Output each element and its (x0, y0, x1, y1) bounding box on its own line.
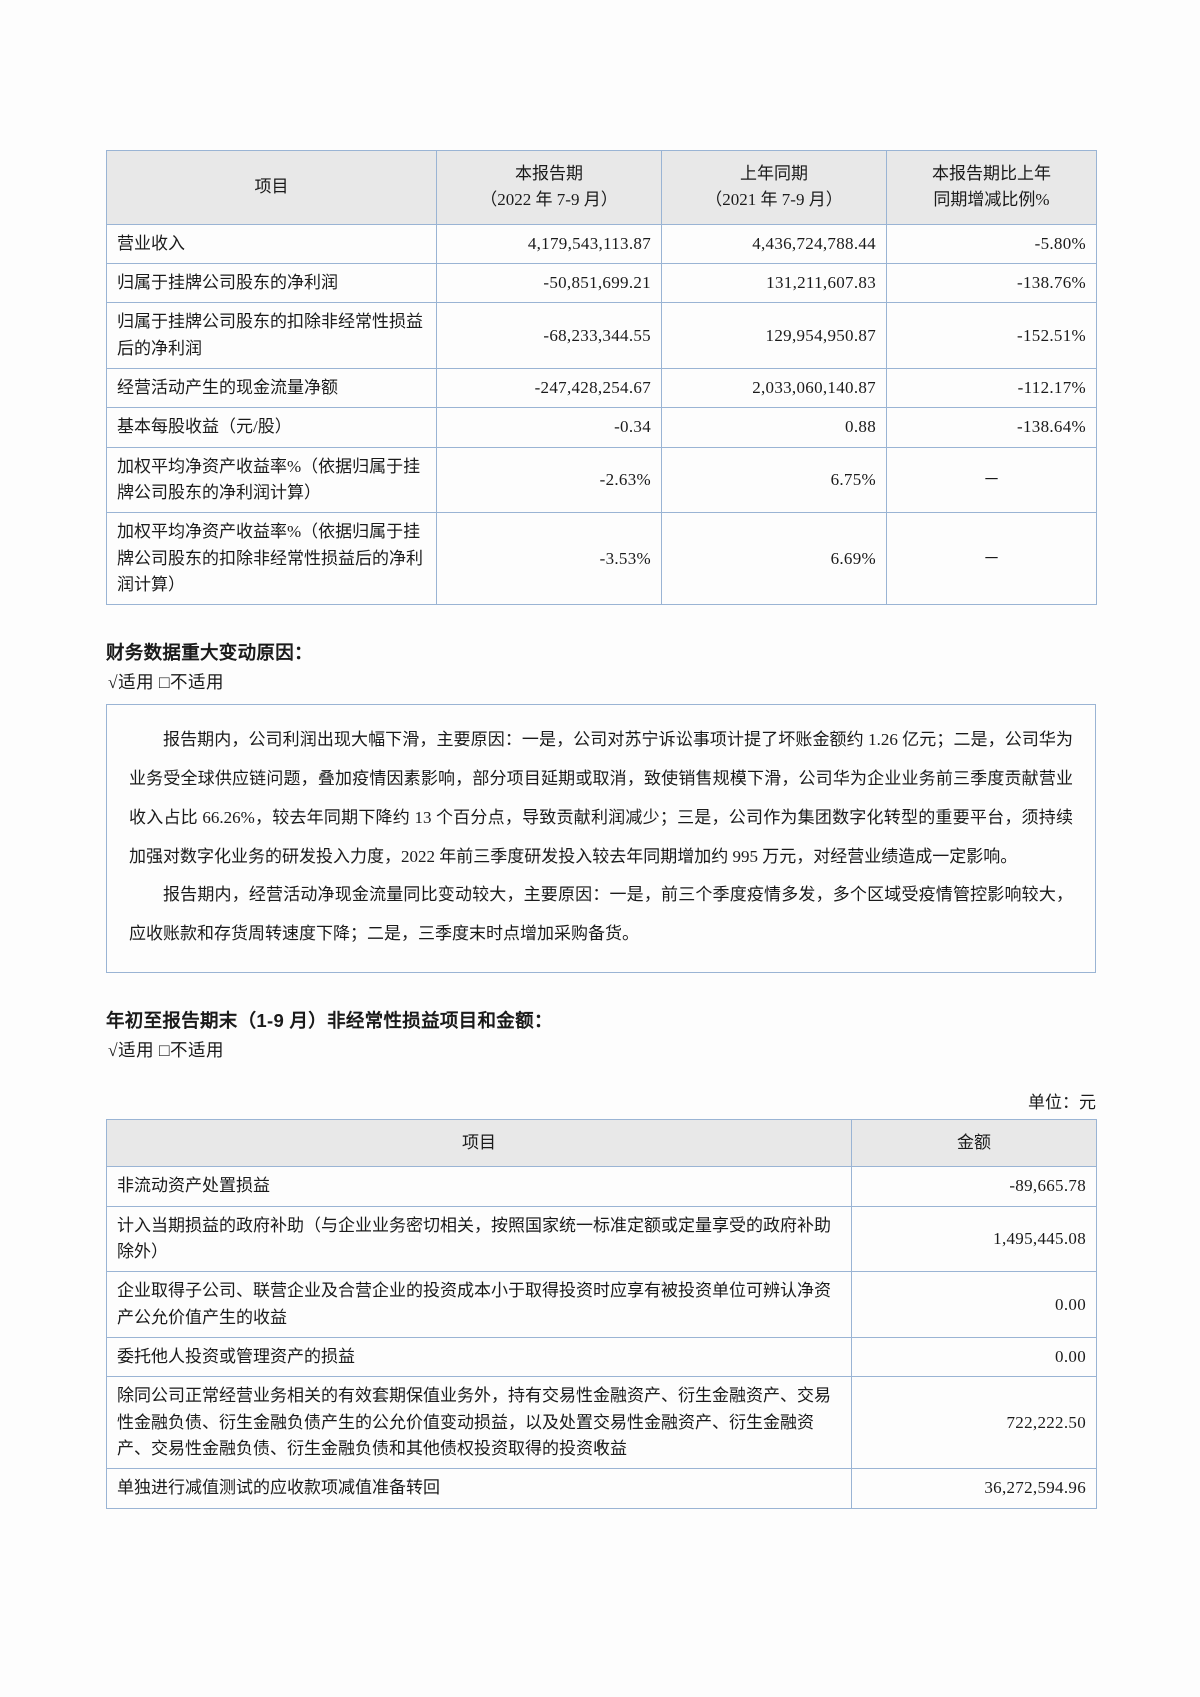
change-line1: 本报告期比上年 (932, 164, 1051, 183)
column-header-item: 项目 (106, 1118, 852, 1168)
quarterly-table-header: 项目 本报告期 （2022 年 7-9 月） 上年同期 （2021 年 7-9 … (106, 150, 1097, 225)
table-row: 归属于挂牌公司股东的净利润 -50,851,699.21 131,211,607… (106, 263, 1097, 304)
row-item-label: 经营活动产生的现金流量净额 (106, 368, 437, 409)
row-amount-value: 36,272,594.96 (851, 1468, 1097, 1509)
current-period-line1: 本报告期 (515, 164, 583, 183)
nonrecurring-items-table: 项目 金额 非流动资产处置损益 -89,665.78 计入当期损益的政府补助（与… (106, 1118, 1097, 1509)
row-item-label: 计入当期损益的政府补助（与企业业务密切相关，按照国家统一标准定额或定量享受的政府… (106, 1205, 852, 1273)
applicability-line-nonrecurring: √适用 □不适用 (108, 1039, 225, 1060)
row-current-value: -0.34 (436, 407, 662, 448)
row-item-label: 归属于挂牌公司股东的净利润 (106, 263, 437, 304)
nonrecurring-table-body: 非流动资产处置损益 -89,665.78 计入当期损益的政府补助（与企业业务密切… (106, 1166, 1097, 1509)
column-header-current-period: 本报告期 （2022 年 7-9 月） (436, 150, 662, 225)
table-row: 单独进行减值测试的应收款项减值准备转回 36,272,594.96 (106, 1468, 1097, 1509)
page-content: 项目 本报告期 （2022 年 7-9 月） 上年同期 （2021 年 7-9 … (106, 150, 1097, 1509)
row-item-label: 除同公司正常经营业务相关的有效套期保值业务外，持有交易性金融资产、衍生金融资产、… (106, 1376, 852, 1470)
row-item-label: 企业取得子公司、联营企业及合营企业的投资成本小于取得投资时应享有被投资单位可辨认… (106, 1271, 852, 1339)
row-amount-value: 0.00 (851, 1337, 1097, 1378)
section-heading-financial-change-reason: 财务数据重大变动原因： (106, 642, 313, 664)
row-prior-value: 129,954,950.87 (661, 302, 887, 370)
row-item-label: 委托他人投资或管理资产的损益 (106, 1337, 852, 1378)
row-item-label: 加权平均净资产收益率%（依据归属于挂牌公司股东的净利润计算） (106, 446, 437, 514)
column-header-change: 本报告期比上年 同期增减比例% (886, 150, 1097, 225)
row-change-value: -5.80% (886, 223, 1097, 265)
prior-period-line1: 上年同期 (740, 164, 808, 183)
nonrecurring-table-header: 项目 金额 (106, 1118, 1097, 1168)
row-prior-value: 6.75% (661, 446, 887, 514)
table-row: 计入当期损益的政府补助（与企业业务密切相关，按照国家统一标准定额或定量享受的政府… (106, 1205, 1097, 1273)
row-amount-value: -89,665.78 (851, 1166, 1097, 1207)
table-row: 营业收入 4,179,543,113.87 4,436,724,788.44 -… (106, 223, 1097, 265)
row-change-value: － (886, 446, 1097, 514)
prior-period-line2: （2021 年 7-9 月） (705, 190, 843, 210)
table-header-row: 项目 本报告期 （2022 年 7-9 月） 上年同期 （2021 年 7-9 … (106, 150, 1097, 225)
row-current-value: -3.53% (436, 512, 662, 606)
table-row: 归属于挂牌公司股东的扣除非经常性损益后的净利润 -68,233,344.55 1… (106, 302, 1097, 370)
section-heading-nonrecurring: 年初至报告期末（1-9 月）非经常性损益项目和金额： (106, 1009, 553, 1031)
row-item-label: 营业收入 (106, 223, 437, 265)
row-item-label: 基本每股收益（元/股） (106, 407, 437, 448)
row-amount-value: 1,495,445.08 (851, 1205, 1097, 1273)
row-change-value: -138.76% (886, 263, 1097, 304)
note-paragraph-cashflow: 报告期内，经营活动净现金流量同比变动较大，主要原因：一是，前三个季度疫情多发，多… (129, 885, 1073, 944)
table-row: 非流动资产处置损益 -89,665.78 (106, 1166, 1097, 1207)
row-change-value: － (886, 512, 1097, 606)
table-row: 基本每股收益（元/股） -0.34 0.88 -138.64% (106, 407, 1097, 448)
unit-label: 单位：元 (1028, 1092, 1096, 1112)
row-prior-value: 6.69% (661, 512, 887, 606)
row-prior-value: 0.88 (661, 407, 887, 448)
row-prior-value: 131,211,607.83 (661, 263, 887, 304)
column-header-prior-period: 上年同期 （2021 年 7-9 月） (661, 150, 887, 225)
row-item-label: 归属于挂牌公司股东的扣除非经常性损益后的净利润 (106, 302, 437, 370)
note-paragraph-profit: 报告期内，公司利润出现大幅下滑，主要原因：一是，公司对苏宁诉讼事项计提了坏账金额… (129, 730, 1073, 866)
quarterly-financial-table: 项目 本报告期 （2022 年 7-9 月） 上年同期 （2021 年 7-9 … (106, 150, 1097, 606)
row-prior-value: 2,033,060,140.87 (661, 368, 887, 409)
column-header-amount: 金额 (851, 1118, 1097, 1168)
quarterly-table-body: 营业收入 4,179,543,113.87 4,436,724,788.44 -… (106, 223, 1097, 606)
table-header-row: 项目 金额 (106, 1118, 1097, 1168)
table-row: 委托他人投资或管理资产的损益 0.00 (106, 1337, 1097, 1378)
financial-change-note-box: 报告期内，公司利润出现大幅下滑，主要原因：一是，公司对苏宁诉讼事项计提了坏账金额… (106, 704, 1096, 973)
change-line2: 同期增减比例% (933, 190, 1050, 210)
row-current-value: -50,851,699.21 (436, 263, 662, 304)
table-row: 加权平均净资产收益率%（依据归属于挂牌公司股东的净利润计算） -2.63% 6.… (106, 446, 1097, 514)
row-item-label: 加权平均净资产收益率%（依据归属于挂牌公司股东的扣除非经常性损益后的净利润计算） (106, 512, 437, 606)
table-row: 加权平均净资产收益率%（依据归属于挂牌公司股东的扣除非经常性损益后的净利润计算）… (106, 512, 1097, 606)
row-change-value: -152.51% (886, 302, 1097, 370)
row-current-value: 4,179,543,113.87 (436, 223, 662, 265)
row-item-label: 非流动资产处置损益 (106, 1166, 852, 1207)
column-header-item: 项目 (106, 150, 437, 225)
row-current-value: -68,233,344.55 (436, 302, 662, 370)
table-row: 经营活动产生的现金流量净额 -247,428,254.67 2,033,060,… (106, 368, 1097, 409)
row-change-value: -138.64% (886, 407, 1097, 448)
table-row: 除同公司正常经营业务相关的有效套期保值业务外，持有交易性金融资产、衍生金融资产、… (106, 1376, 1097, 1470)
row-change-value: -112.17% (886, 368, 1097, 409)
table-row: 企业取得子公司、联营企业及合营企业的投资成本小于取得投资时应享有被投资单位可辨认… (106, 1271, 1097, 1339)
applicability-line-financial-change: √适用 □不适用 (108, 672, 225, 693)
current-period-line2: （2022 年 7-9 月） (480, 190, 618, 210)
row-current-value: -2.63% (436, 446, 662, 514)
row-current-value: -247,428,254.67 (436, 368, 662, 409)
row-amount-value: 722,222.50 (851, 1376, 1097, 1470)
row-item-label: 单独进行减值测试的应收款项减值准备转回 (106, 1468, 852, 1509)
page-number: 6 (596, 1437, 604, 1453)
row-amount-value: 0.00 (851, 1271, 1097, 1339)
row-prior-value: 4,436,724,788.44 (661, 223, 887, 265)
